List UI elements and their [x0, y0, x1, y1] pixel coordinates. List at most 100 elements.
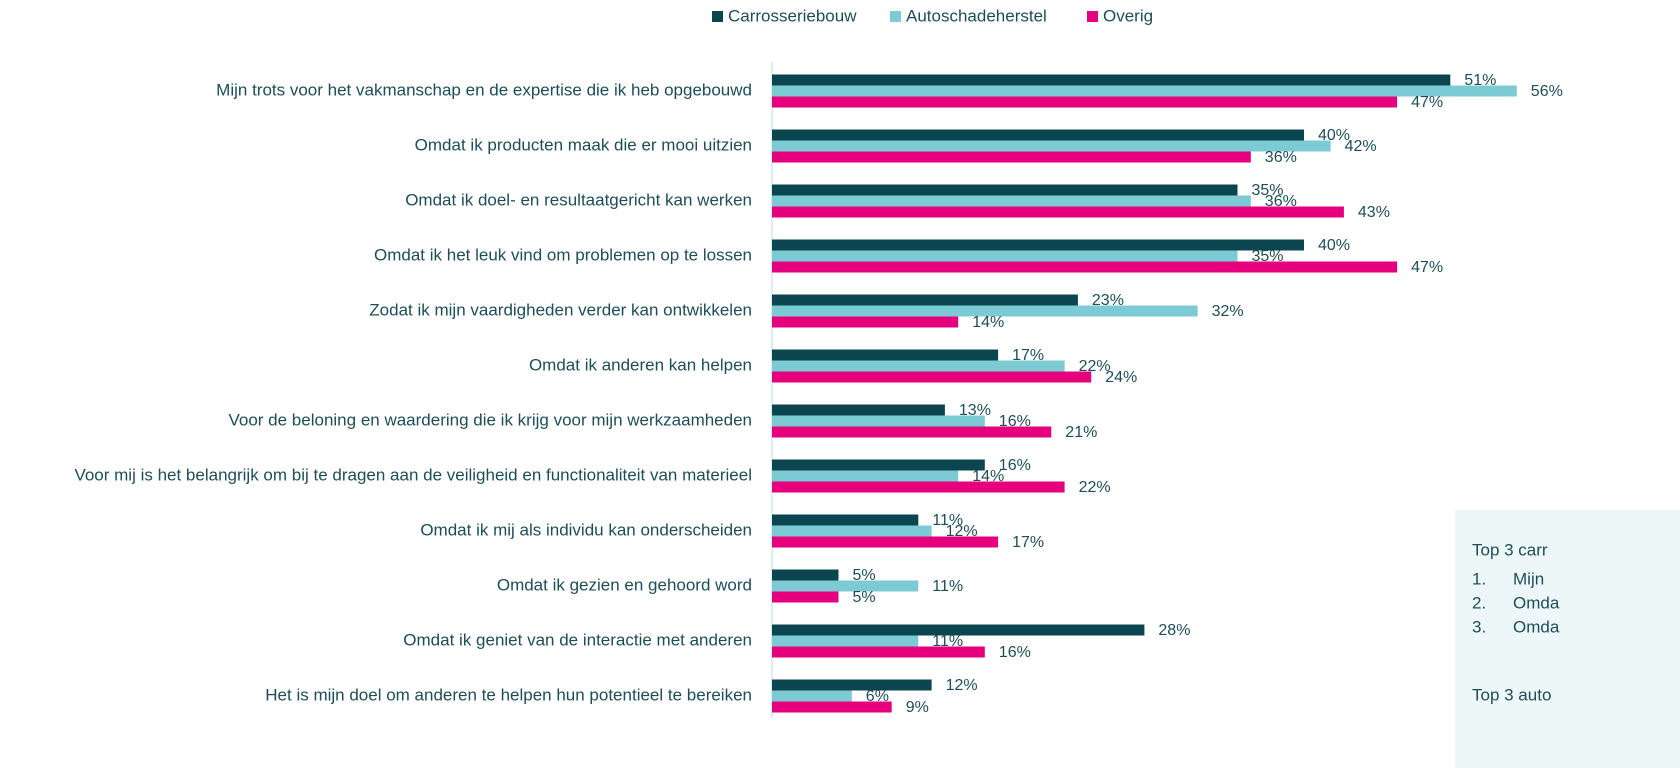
legend-swatch [1087, 11, 1098, 22]
bar [772, 129, 1304, 141]
legend-label: Overig [1103, 6, 1153, 25]
data-label: 22% [1079, 479, 1111, 496]
category-label: Omdat ik mij als individu kan onderschei… [420, 520, 752, 539]
bar [772, 591, 839, 603]
bar [772, 426, 1052, 438]
data-label: 17% [1012, 347, 1044, 364]
box-number: 2. [1472, 593, 1486, 612]
data-label: 51% [1464, 72, 1496, 89]
bar [772, 74, 1451, 86]
bar [772, 151, 1251, 163]
data-label: 40% [1318, 127, 1350, 144]
bar [772, 261, 1398, 273]
category-label: Het is mijn doel om anderen te helpen hu… [265, 685, 752, 704]
data-label: 47% [1411, 259, 1443, 276]
bar [772, 470, 959, 482]
box-item: Omda [1513, 617, 1560, 636]
data-label: 11% [932, 512, 963, 529]
data-label: 23% [1092, 292, 1124, 309]
legend-swatch [712, 11, 723, 22]
bar [772, 580, 919, 592]
bar [772, 624, 1145, 636]
data-label: 36% [1265, 149, 1297, 166]
data-label: 35% [1252, 248, 1284, 265]
box-item: Omda [1513, 593, 1560, 612]
category-label: Omdat ik gezien en gehoord word [497, 575, 752, 594]
bar [772, 371, 1092, 383]
box-title: Top 3 carr [1472, 540, 1548, 559]
data-label: 36% [1265, 193, 1297, 210]
data-label: 28% [1158, 622, 1190, 639]
category-label: Omdat ik anderen kan helpen [529, 355, 752, 374]
bar [772, 404, 945, 416]
bar [772, 140, 1331, 152]
box-title: Top 3 auto [1472, 685, 1551, 704]
bar [772, 569, 839, 581]
data-label: 42% [1345, 138, 1377, 155]
box-item: Mijn [1513, 569, 1544, 588]
bar [772, 349, 999, 361]
bar [772, 206, 1344, 218]
bar [772, 525, 932, 537]
data-label: 16% [999, 457, 1031, 474]
data-label: 12% [946, 523, 978, 540]
data-label: 17% [1012, 534, 1044, 551]
category-label: Omdat ik geniet van de interactie met an… [403, 630, 752, 649]
legend-label: Carrosseriebouw [728, 6, 857, 25]
bar [772, 250, 1238, 262]
data-label: 22% [1079, 358, 1111, 375]
bar [772, 459, 985, 471]
data-label: 47% [1411, 94, 1443, 111]
data-label: 5% [853, 589, 876, 606]
bar [772, 690, 852, 702]
data-label: 16% [999, 413, 1031, 430]
bar [772, 481, 1065, 493]
category-label: Mijn trots voor het vakmanschap en de ex… [216, 80, 752, 99]
data-label: 5% [853, 567, 876, 584]
data-label: 24% [1105, 369, 1137, 386]
data-label: 6% [866, 688, 889, 705]
bar [772, 701, 892, 713]
data-label: 13% [959, 402, 991, 419]
bar [772, 635, 919, 647]
data-label: 14% [972, 314, 1004, 331]
data-label: 14% [972, 468, 1004, 485]
bar [772, 679, 932, 691]
box-number: 3. [1472, 617, 1486, 636]
bar [772, 195, 1251, 207]
data-label: 16% [999, 644, 1031, 661]
legend-swatch [890, 11, 901, 22]
category-label: Voor de beloning en waardering die ik kr… [228, 410, 752, 429]
data-label: 56% [1531, 83, 1563, 100]
bar [772, 415, 985, 427]
bar [772, 305, 1198, 317]
bar [772, 85, 1517, 97]
data-label: 11% [932, 633, 963, 650]
category-label: Omdat ik het leuk vind om problemen op t… [374, 245, 752, 264]
data-label: 32% [1212, 303, 1244, 320]
bar [772, 360, 1065, 372]
bar [772, 316, 959, 328]
category-label: Voor mij is het belangrijk om bij te dra… [74, 465, 752, 484]
data-label: 11% [932, 578, 963, 595]
category-label: Zodat ik mijn vaardigheden verder kan on… [369, 300, 752, 319]
bar [772, 294, 1078, 306]
data-label: 9% [906, 699, 929, 716]
category-label: Omdat ik doel- en resultaatgericht kan w… [405, 190, 752, 209]
box-number: 1. [1472, 569, 1486, 588]
text-box [1455, 510, 1680, 768]
data-label: 21% [1065, 424, 1097, 441]
data-label: 40% [1318, 237, 1350, 254]
bar [772, 514, 919, 526]
bar [772, 536, 999, 548]
data-label: 43% [1358, 204, 1390, 221]
bar [772, 96, 1398, 108]
data-label: 35% [1252, 182, 1284, 199]
data-label: 12% [946, 677, 978, 694]
bar [772, 239, 1304, 251]
legend-label: Autoschadeherstel [906, 6, 1047, 25]
bar [772, 184, 1238, 196]
category-label: Omdat ik producten maak die er mooi uitz… [415, 135, 752, 154]
bar [772, 646, 985, 658]
